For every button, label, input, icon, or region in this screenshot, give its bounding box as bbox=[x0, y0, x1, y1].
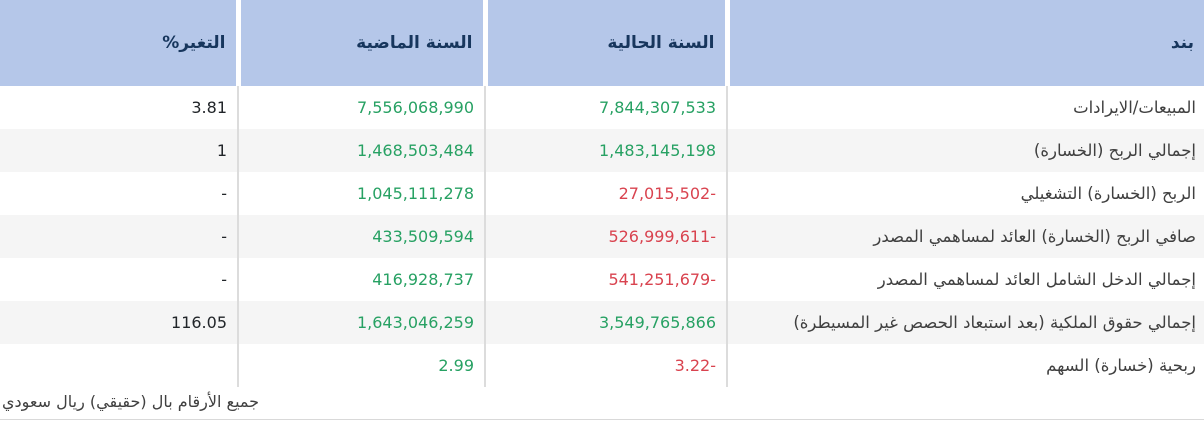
change-percent-value: 116.05 bbox=[0, 301, 238, 344]
table-header: بند السنة الحالية السنة الماضية التغير% bbox=[0, 0, 1204, 86]
table-row: المبيعات/الايرادات 7,844,307,533 7,556,068… bbox=[0, 86, 1204, 129]
table-row: إجمالي الدخل الشامل العائد لمساهمي المصد… bbox=[0, 258, 1204, 301]
row-item-label: ربحية (خسارة) السهم bbox=[726, 344, 1204, 387]
previous-year-value: 1,045,111,278 bbox=[237, 172, 485, 215]
current-year-value: 7,844,307,533 bbox=[484, 86, 727, 129]
table-row: صافي الربح (الخسارة) العائد لمساهمي المص… bbox=[0, 215, 1204, 258]
previous-year-value: 1,643,046,259 bbox=[237, 301, 485, 344]
row-item-label: إجمالي حقوق الملكية (بعد استبعاد الحصص غ… bbox=[726, 301, 1204, 344]
previous-year-value: 1,468,503,484 bbox=[237, 129, 485, 172]
current-year-value: 541,251,679- bbox=[484, 258, 727, 301]
row-item-label: صافي الربح (الخسارة) العائد لمساهمي المص… bbox=[726, 215, 1204, 258]
change-percent-value: - bbox=[0, 215, 238, 258]
column-header-item: بند bbox=[724, 0, 1204, 86]
financial-summary-table: بند السنة الحالية السنة الماضية التغير% … bbox=[0, 0, 1204, 387]
table-row: إجمالي حقوق الملكية (بعد استبعاد الحصص غ… bbox=[0, 301, 1204, 344]
row-item-label: إجمالي الربح (الخسارة) bbox=[726, 129, 1204, 172]
row-item-label: المبيعات/الايرادات bbox=[726, 86, 1204, 129]
column-header-change-percent: التغير% bbox=[0, 0, 238, 86]
previous-year-value: 433,509,594 bbox=[237, 215, 485, 258]
table-row: إجمالي الربح (الخسارة) 1,483,145,198 1,468… bbox=[0, 129, 1204, 172]
current-year-value: 27,015,502- bbox=[484, 172, 727, 215]
previous-year-value: 416,928,737 bbox=[237, 258, 485, 301]
change-percent-value: - bbox=[0, 258, 238, 301]
current-year-value: 526,999,611- bbox=[484, 215, 727, 258]
row-item-label: إجمالي الدخل الشامل العائد لمساهمي المصد… bbox=[726, 258, 1204, 301]
currency-note: جميع الأرقام بال (حقيقي) ريال سعودي bbox=[0, 387, 1204, 420]
column-header-current-year: السنة الحالية bbox=[482, 0, 727, 86]
current-year-value: 3,549,765,866 bbox=[484, 301, 727, 344]
change-percent-value: 3.81 bbox=[0, 86, 238, 129]
table-row: الربح (الخسارة) التشغيلي 27,015,502- 1,045… bbox=[0, 172, 1204, 215]
previous-year-value: 2.99 bbox=[237, 344, 485, 387]
row-item-label: الربح (الخسارة) التشغيلي bbox=[726, 172, 1204, 215]
header-row: بند السنة الحالية السنة الماضية التغير% bbox=[0, 0, 1204, 86]
previous-year-value: 7,556,068,990 bbox=[237, 86, 485, 129]
table-row: ربحية (خسارة) السهم 3.22- 2.99 bbox=[0, 344, 1204, 387]
change-percent-value bbox=[0, 344, 238, 387]
current-year-value: 1,483,145,198 bbox=[484, 129, 727, 172]
change-percent-value: 1 bbox=[0, 129, 238, 172]
change-percent-value: - bbox=[0, 172, 238, 215]
column-header-previous-year: السنة الماضية bbox=[235, 0, 485, 86]
table-body: المبيعات/الايرادات 7,844,307,533 7,556,068… bbox=[0, 86, 1204, 387]
current-year-value: 3.22- bbox=[484, 344, 727, 387]
